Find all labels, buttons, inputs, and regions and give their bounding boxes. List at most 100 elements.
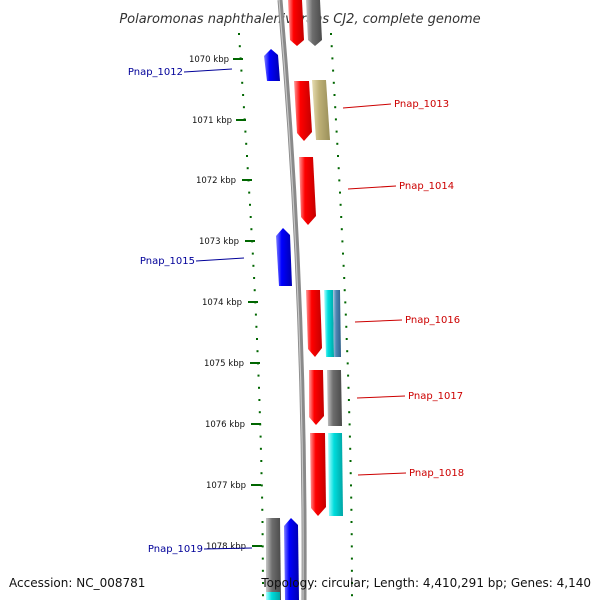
right-track-dot: [343, 289, 346, 292]
right-track-dot: [350, 545, 353, 548]
gene-arrow-pnap-1013[interactable]: [294, 81, 312, 141]
right-track-dot: [337, 155, 339, 157]
left-track-dot: [261, 557, 264, 560]
gene-label-pnap-1015[interactable]: Pnap_1015: [140, 256, 195, 267]
gene-label-pnap-1016[interactable]: Pnap_1016: [405, 315, 460, 326]
left-track-dot: [251, 252, 254, 255]
left-track-dot: [248, 191, 251, 194]
gene-arrow-pnap-1014[interactable]: [299, 157, 316, 225]
right-track-dot: [349, 460, 352, 462]
right-track-dot: [343, 277, 346, 279]
right-track-dot: [333, 94, 336, 96]
gene-block-cyan-bottom: [266, 592, 280, 600]
gene-arrow-pnap-1016[interactable]: [306, 290, 322, 357]
tick-label-1072: 1072 kbp: [196, 176, 236, 186]
right-track-dot: [350, 496, 353, 499]
left-track-dot: [257, 374, 260, 377]
label-connector-pnap-1012: [183, 68, 233, 73]
left-track-dot: [256, 338, 258, 340]
tick-label-1074: 1074 kbp: [202, 298, 242, 308]
left-track-dot: [262, 582, 264, 584]
gene-label-pnap-1018[interactable]: Pnap_1018: [409, 468, 464, 479]
gene-label-pnap-1014[interactable]: Pnap_1014: [399, 181, 454, 192]
right-track-dot: [335, 130, 338, 133]
left-track-dot: [238, 45, 241, 48]
right-track-dot: [342, 252, 344, 255]
left-track-dot: [259, 447, 262, 450]
right-track-dot: [350, 484, 352, 487]
left-track-dot: [262, 594, 264, 597]
label-connector-pnap-1015: [195, 257, 245, 262]
gene-label-pnap-1017[interactable]: Pnap_1017: [408, 391, 463, 402]
left-track-dot: [249, 203, 251, 206]
right-track-dot: [334, 118, 337, 121]
left-dotted-track: [238, 33, 264, 597]
topology-text: Topology: circular; Length: 4,410,291 bp…: [260, 576, 591, 590]
gene-block-gray-top: [306, 0, 322, 46]
left-track-dot: [241, 81, 244, 84]
right-track-dot: [344, 301, 347, 304]
right-track-dot: [345, 325, 348, 328]
left-track-dot: [260, 472, 263, 475]
right-track-dot: [347, 386, 350, 389]
tick-label-1076: 1076 kbp: [205, 420, 245, 430]
right-track-dot: [350, 569, 353, 572]
label-connector-pnap-1014: [347, 185, 397, 190]
right-track-dot: [344, 313, 347, 316]
tick-label-1077: 1077 kbp: [206, 481, 246, 491]
gene-block-red-top: [288, 0, 304, 46]
left-track-dot: [261, 545, 264, 548]
gene-arrow-pnap-1015[interactable]: [276, 228, 292, 286]
gene-block-gray-1017: [327, 370, 342, 426]
gene-label-pnap-1013[interactable]: Pnap_1013: [394, 99, 449, 110]
left-track-dot: [246, 155, 248, 157]
left-track-dot: [260, 460, 263, 462]
accession-text: Accession: NC_008781: [9, 576, 145, 590]
left-track-dot: [258, 399, 261, 401]
left-track-dot: [244, 130, 247, 133]
gene-label-pnap-1019[interactable]: Pnap_1019: [148, 544, 203, 555]
gene-block-cyan-1016: [324, 290, 334, 357]
right-track-dot: [350, 521, 353, 523]
left-track-dot: [255, 325, 258, 328]
left-track-dot: [253, 289, 256, 292]
right-track-dot: [339, 203, 342, 206]
tick-label-1078: 1078 kbp: [206, 542, 246, 552]
gene-blocks-above: [288, 0, 322, 46]
left-track-dot: [238, 33, 240, 35]
gene-arrow-pnap-1019[interactable]: [284, 518, 299, 600]
genome-backbone: [277, 0, 307, 600]
right-track-dot: [347, 399, 350, 401]
right-track-dot: [350, 508, 353, 511]
right-track-dot: [348, 435, 351, 438]
gene-arrow-pnap-1017[interactable]: [309, 370, 324, 425]
label-connector-pnap-1019: [203, 547, 253, 550]
right-track-dot: [330, 33, 332, 35]
right-track-dot: [349, 447, 352, 450]
left-track-dot: [246, 167, 249, 170]
gene-label-pnap-1012[interactable]: Pnap_1012: [128, 67, 183, 78]
gene-block-steel-1016: [333, 290, 341, 357]
left-track-dot: [261, 508, 264, 511]
right-track-dot: [351, 582, 353, 584]
tick-label-1071: 1071 kbp: [192, 116, 232, 126]
right-track-dot: [341, 240, 344, 243]
right-track-dot: [337, 167, 340, 170]
gene-arrow-pnap-1018[interactable]: [310, 433, 326, 516]
right-track-dot: [336, 142, 339, 145]
right-track-dot: [345, 338, 348, 340]
tick-label-1073: 1073 kbp: [199, 237, 239, 247]
right-track-dot: [349, 472, 352, 475]
genome-backbone-highlight: [278, 0, 304, 600]
right-track-dot: [346, 362, 349, 365]
label-connector-pnap-1016: [354, 319, 403, 323]
left-track-dot: [258, 411, 261, 414]
left-track-dot: [240, 69, 243, 72]
left-track-dot: [252, 264, 255, 267]
label-connector-pnap-1018: [357, 472, 407, 476]
left-track-dot: [254, 313, 257, 316]
right-track-dot: [350, 533, 353, 536]
tick-label-1070: 1070 kbp: [189, 55, 229, 65]
right-track-dot: [334, 106, 337, 109]
gene-arrow-pnap-1012[interactable]: [264, 49, 280, 81]
